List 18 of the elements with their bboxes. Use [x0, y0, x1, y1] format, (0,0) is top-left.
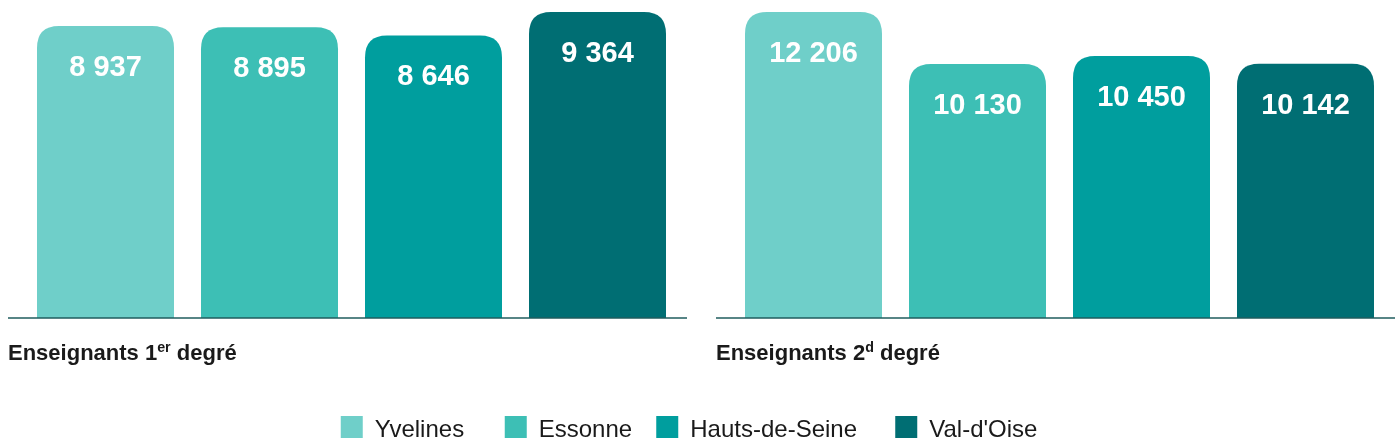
data-label: 9 364 — [561, 36, 634, 68]
bar — [745, 12, 882, 318]
bar — [1073, 56, 1210, 318]
legend-label: Yvelines — [374, 415, 465, 442]
data-label: 10 450 — [1097, 80, 1186, 113]
data-label: 8 895 — [233, 51, 306, 84]
data-label: 8 646 — [397, 59, 470, 92]
legend-label: Essonne — [538, 415, 633, 442]
data-label: 10 142 — [1261, 87, 1350, 120]
bar — [909, 64, 1046, 318]
x-axis-title: Enseignants 1$^{er}$ degré — [8, 339, 237, 365]
data-label: 10 130 — [933, 88, 1022, 121]
x-axis-title: Enseignants 2$^{d}$ degré — [716, 339, 940, 365]
data-label: 8 937 — [69, 49, 142, 82]
bar — [1237, 63, 1374, 318]
legend-label: Hauts-de-Seine — [690, 415, 858, 442]
data-label: 12 206 — [769, 36, 858, 68]
legend-label: Val-d'Oise — [929, 415, 1038, 442]
